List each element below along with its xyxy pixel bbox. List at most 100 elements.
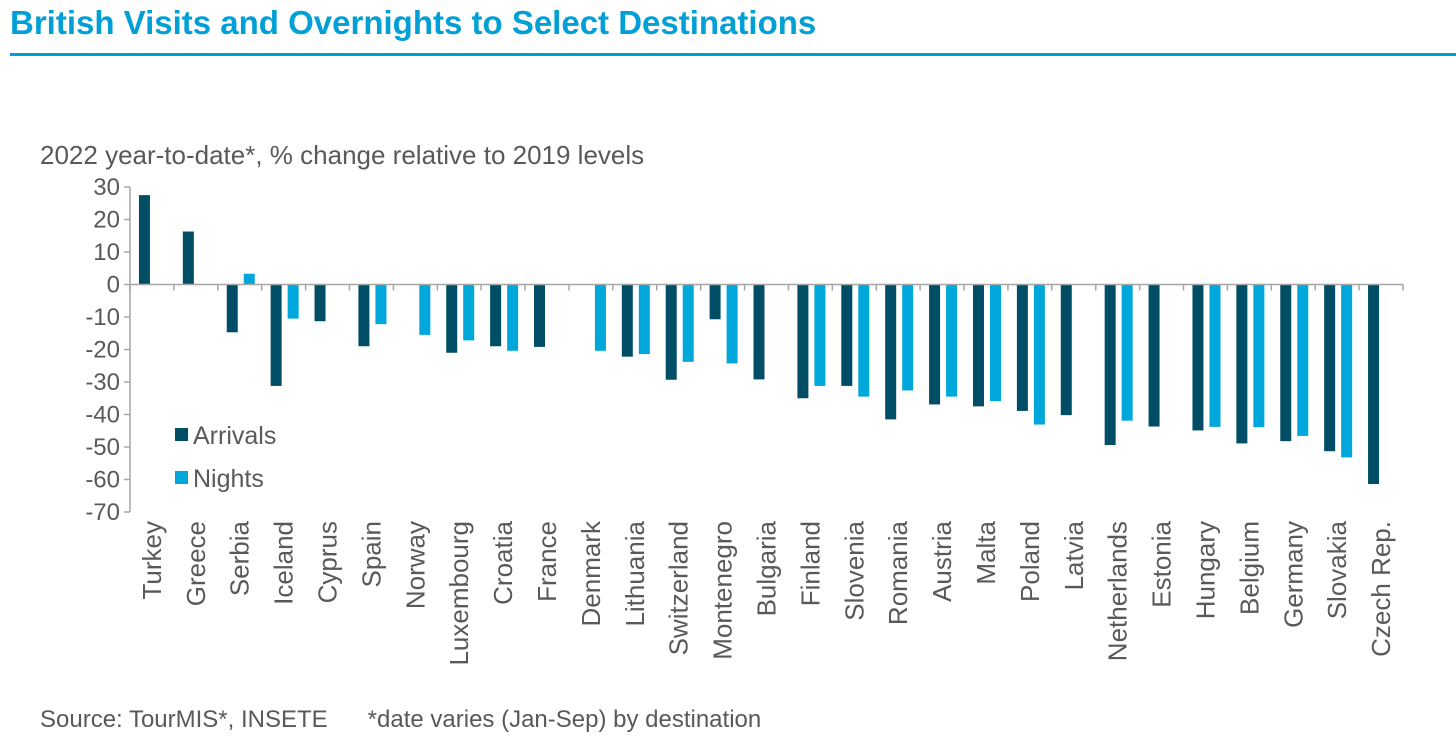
nights-bar [1297,284,1309,436]
nights-bar [1121,284,1133,421]
x-category-label: Croatia [488,520,518,604]
x-category-label: Turkey [137,521,167,600]
x-category-label: Malta [971,520,1001,584]
x-category-label: Hungary [1190,521,1220,619]
arrivals-bar [841,284,853,386]
chart-axes [129,187,1404,512]
y-tick-label: -50 [85,434,120,461]
legend-label: Nights [193,465,264,493]
nights-bar [1209,284,1221,427]
arrivals-bar [270,284,282,386]
x-category-label: France [532,521,562,602]
x-category-label: Luxembourg [444,521,474,666]
arrivals-bar [490,284,502,347]
chart-bars [138,195,1380,485]
x-category-label: Latvia [1059,520,1089,590]
x-category-label: Estonia [1147,520,1177,607]
date-footnote: *date varies (Jan-Sep) by destination [367,706,762,733]
arrivals-bar [534,284,546,347]
nights-bar [463,284,475,341]
nights-bar [507,284,519,351]
source-text: Source: TourMIS*, INSETE [40,706,328,733]
arrivals-bar [1236,284,1248,444]
x-category-label: Lithuania [620,520,650,626]
x-category-label: Austria [927,520,957,601]
y-tick-label: 20 [93,207,120,234]
x-category-label: Czech Rep. [1366,521,1396,657]
arrivals-bar [709,284,721,320]
arrivals-bar [665,284,677,380]
arrivals-bar [1060,284,1072,416]
nights-bar [902,284,914,391]
y-tick-label: -20 [85,337,120,364]
arrivals-bar [1104,284,1116,446]
x-category-label: Montenegro [708,521,738,660]
x-category-label: Romania [883,520,913,625]
nights-bar [1341,284,1353,458]
nights-bar [858,284,870,397]
y-tick-label: -60 [85,467,120,494]
legend-swatch [175,471,188,484]
x-category-label: Germany [1278,521,1308,628]
nights-bar [814,284,826,386]
arrivals-bar [885,284,897,420]
arrivals-bar [138,195,150,285]
nights-bar [594,284,606,351]
x-axis-labels: Turkey Greece Serbia Iceland Cyprus Spain Norw… [137,520,1396,666]
source-note: Source: TourMIS*, INSETE *date varies (Ja… [40,706,761,734]
nights-bar [243,273,255,285]
chart-title: British Visits and Overnights to Select … [10,4,817,41]
y-tick-label: 10 [93,239,120,266]
nights-bar [419,284,431,335]
y-axis-ticks: 30 20 10 0 -10 -20 -30 -40 -50 -60 -70 [85,174,130,526]
arrivals-bar [182,231,194,285]
y-tick-label: -70 [85,499,120,526]
x-category-label: Slovenia [839,520,869,620]
arrivals-bar [1324,284,1336,452]
arrivals-bar [797,284,809,399]
arrivals-bar [1016,284,1028,411]
x-category-label: Switzerland [664,521,694,655]
nights-bar [287,284,299,319]
x-category-label: Belgium [1234,521,1264,615]
x-category-label: Netherlands [1103,521,1133,661]
y-tick-label: 30 [93,174,120,201]
nights-bar [989,284,1001,402]
y-tick-label: -40 [85,402,120,429]
y-tick-label: -10 [85,304,120,331]
nights-bar [638,284,650,355]
arrivals-bar [1192,284,1204,431]
nights-bar [375,284,387,325]
x-category-label: Cyprus [313,521,343,603]
arrivals-bar [446,284,458,353]
arrivals-bar [358,284,370,347]
arrivals-bar [1368,284,1380,485]
x-category-label: Norway [400,521,430,609]
x-category-label: Slovakia [1322,520,1352,619]
nights-bar [1253,284,1265,428]
x-category-label: Denmark [576,520,606,626]
arrivals-bar [1148,284,1160,427]
x-category-label: Iceland [269,521,299,605]
nights-bar [682,284,694,362]
x-category-label: Finland [795,521,825,606]
arrivals-bar [314,284,326,322]
x-category-label: Bulgaria [752,520,782,616]
arrivals-bar [226,284,238,333]
x-category-label: Greece [181,521,211,606]
x-category-label: Spain [356,521,386,588]
chart-legend: Arrivals Nights [175,422,276,493]
y-tick-label: -30 [85,369,120,396]
arrivals-bar [929,284,941,405]
y-tick-label: 0 [107,272,120,299]
legend-swatch [175,428,188,441]
nights-bar [726,284,738,364]
legend-label: Arrivals [193,422,276,450]
arrivals-bar [972,284,984,407]
nights-bar [1033,284,1045,425]
chart-subtitle: 2022 year-to-date*, % change relative to… [40,140,645,170]
x-category-label: Poland [1015,521,1045,602]
arrivals-bar [1280,284,1292,442]
arrivals-bar [621,284,633,357]
